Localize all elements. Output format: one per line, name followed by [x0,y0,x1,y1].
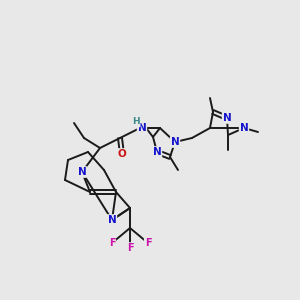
Text: F: F [145,238,151,248]
Text: F: F [109,238,115,248]
Text: H: H [132,118,140,127]
Text: N: N [171,137,179,147]
Text: N: N [138,123,146,133]
Text: N: N [153,147,161,157]
Text: N: N [78,167,86,177]
Text: N: N [240,123,248,133]
Text: O: O [118,149,126,159]
Text: N: N [108,215,116,225]
Text: F: F [127,243,133,253]
Text: N: N [223,113,231,123]
